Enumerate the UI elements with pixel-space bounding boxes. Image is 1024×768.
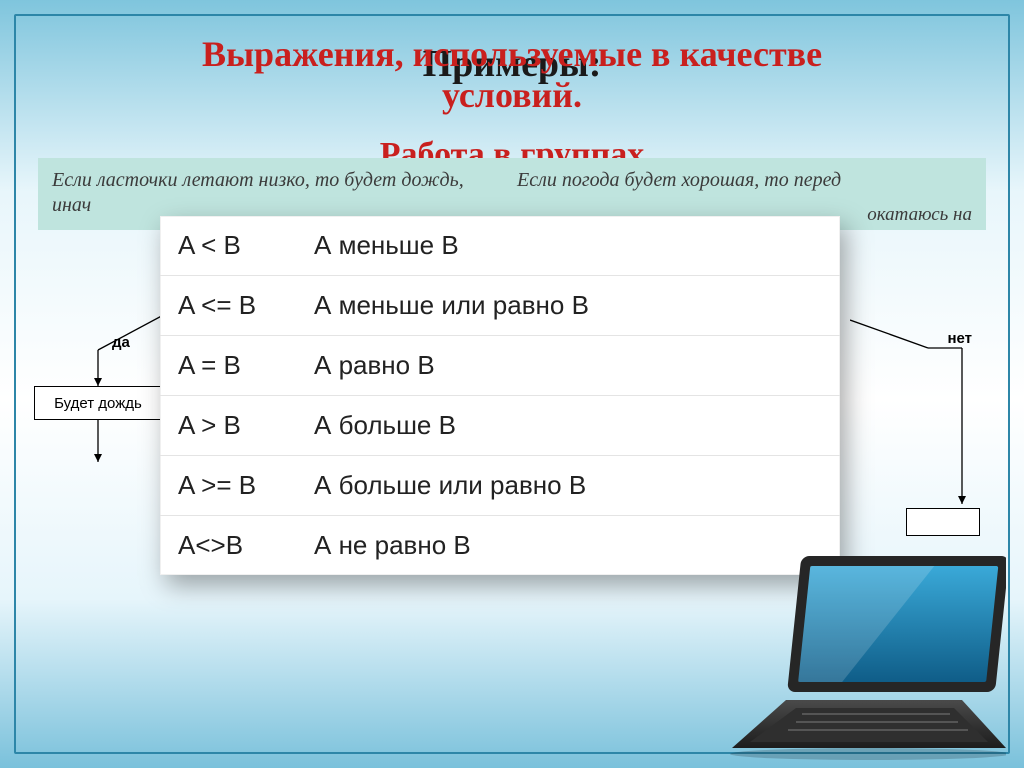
example-right-tail: окатаюсь на [867,204,972,226]
table-row: A >= B А больше или равно В [160,455,840,515]
operators-table: A < B А меньше В A <= B А меньше или рав… [160,216,840,575]
op-expr: A<>B [160,516,310,575]
op-desc: А меньше или равно В [310,276,840,335]
heading-main-line1: Выражения, используемые в качестве [202,34,822,74]
box-empty [906,508,980,536]
table-row: A > B А больше В [160,395,840,455]
table-row: A < B А меньше В [160,216,840,275]
label-net: нет [947,330,972,347]
op-expr: A < B [160,216,310,275]
example-left: Если ласточки летают низко, то будет дож… [52,168,507,218]
op-desc: А равно В [310,336,840,395]
box-rain: Будет дождь [34,386,162,420]
flowchart-right: нет [850,292,980,522]
table-row: A <= B А меньше или равно В [160,275,840,335]
heading-main: Выражения, используемые в качестве услов… [42,34,982,117]
heading-main-line2: условий. [442,75,582,115]
label-da: да [112,334,130,351]
op-expr: A >= B [160,456,310,515]
table-row: A = B А равно В [160,335,840,395]
op-expr: A = B [160,336,310,395]
op-desc: А больше В [310,396,840,455]
laptop-icon [706,550,1006,760]
op-expr: A > B [160,396,310,455]
op-expr: A <= B [160,276,310,335]
op-desc: А меньше В [310,216,840,275]
op-desc: А больше или равно В [310,456,840,515]
